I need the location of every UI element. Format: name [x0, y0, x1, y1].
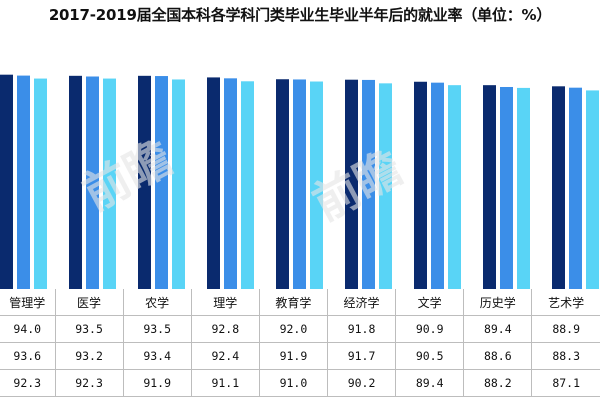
bar-2017届-教育学	[276, 79, 289, 290]
value-cell: 91.8	[326, 315, 396, 343]
bar-chart	[0, 74, 599, 290]
category-label: 文学	[395, 289, 464, 316]
value-cell: 93.2	[54, 342, 124, 370]
value-cell: 94.0	[0, 315, 55, 343]
bars-layer	[0, 74, 599, 290]
value-cell: 88.2	[463, 369, 532, 397]
value-cell: 89.4	[463, 315, 532, 343]
value-cell: 91.1	[190, 369, 260, 397]
bar-2019届-文学	[448, 85, 461, 289]
table-row: 93.6 93.2 93.4 92.4 91.9 91.7 90.5 88.6 88.3	[0, 342, 600, 370]
value-cell: 87.1	[531, 369, 600, 397]
bar-2018届-教育学	[293, 79, 306, 289]
bar-2018届-医学	[86, 76, 99, 289]
bar-2018届-农学	[155, 76, 168, 289]
bar-2017届-农学	[138, 75, 151, 289]
category-label: 管理学	[0, 289, 55, 316]
bar-2017届-艺术学	[552, 86, 565, 289]
value-cell: 91.9	[258, 342, 328, 370]
value-cell: 92.3	[0, 369, 55, 397]
value-cell: 93.6	[0, 342, 55, 370]
value-cell: 93.4	[122, 342, 192, 370]
bar-2017届-理学	[207, 77, 220, 289]
value-cell: 90.9	[395, 315, 464, 343]
data-table: 管理学 医学 农学 理学 教育学 经济学 文学 历史学 艺术学 94.0 93.5 93.5 92.8 9…	[0, 289, 600, 397]
bar-2017届-管理学	[0, 74, 13, 290]
value-cell: 92.3	[54, 369, 124, 397]
category-label: 农学	[122, 289, 192, 316]
bar-2019届-医学	[103, 78, 116, 289]
value-cell: 90.2	[326, 369, 396, 397]
value-cell: 88.6	[463, 342, 532, 370]
chart-title: 2017-2019届全国本科各学科门类毕业生毕业半年后的就业率（单位：%）	[48, 6, 552, 24]
bar-2019届-历史学	[517, 87, 530, 290]
value-cell: 91.0	[258, 369, 328, 397]
value-cell: 92.0	[258, 315, 328, 343]
category-label: 理学	[190, 289, 260, 316]
table-header-row: 管理学 医学 农学 理学 教育学 经济学 文学 历史学 艺术学	[0, 289, 600, 316]
bar-2019届-经济学	[379, 83, 392, 290]
category-label: 艺术学	[531, 289, 600, 316]
value-cell: 90.5	[395, 342, 464, 370]
bar-2017届-经济学	[345, 79, 358, 289]
bar-2017届-历史学	[483, 85, 496, 289]
value-cell: 91.9	[122, 369, 192, 397]
value-cell: 88.9	[531, 315, 600, 343]
table-row: 94.0 93.5 93.5 92.8 92.0 91.8 90.9 89.4 88.9	[0, 315, 600, 343]
bar-2017届-医学	[69, 75, 82, 289]
bar-2019届-教育学	[310, 81, 323, 290]
table-row: 92.3 92.3 91.9 91.1 91.0 90.2 89.4 88.2 87.1	[0, 369, 600, 397]
value-cell: 93.5	[54, 315, 124, 343]
value-cell: 89.4	[395, 369, 464, 397]
value-cell: 92.4	[190, 342, 260, 370]
bar-2019届-管理学	[34, 78, 47, 289]
bar-2017届-文学	[414, 81, 427, 289]
value-cell: 93.5	[122, 315, 192, 343]
value-cell: 91.7	[326, 342, 396, 370]
category-label: 经济学	[326, 289, 396, 316]
category-label: 历史学	[463, 289, 532, 316]
bar-2018届-文学	[431, 82, 444, 289]
bar-2019届-艺术学	[586, 90, 599, 289]
bar-2018届-管理学	[17, 75, 30, 289]
bar-2019届-农学	[172, 79, 185, 289]
bar-2018届-经济学	[362, 79, 375, 289]
bar-2018届-理学	[224, 78, 237, 289]
category-label: 医学	[54, 289, 124, 316]
bar-2018届-艺术学	[569, 87, 582, 290]
bar-2018届-历史学	[500, 86, 513, 289]
bar-2019届-理学	[241, 81, 254, 290]
value-cell: 92.8	[190, 315, 260, 343]
value-cell: 88.3	[531, 342, 600, 370]
category-label: 教育学	[258, 289, 328, 316]
